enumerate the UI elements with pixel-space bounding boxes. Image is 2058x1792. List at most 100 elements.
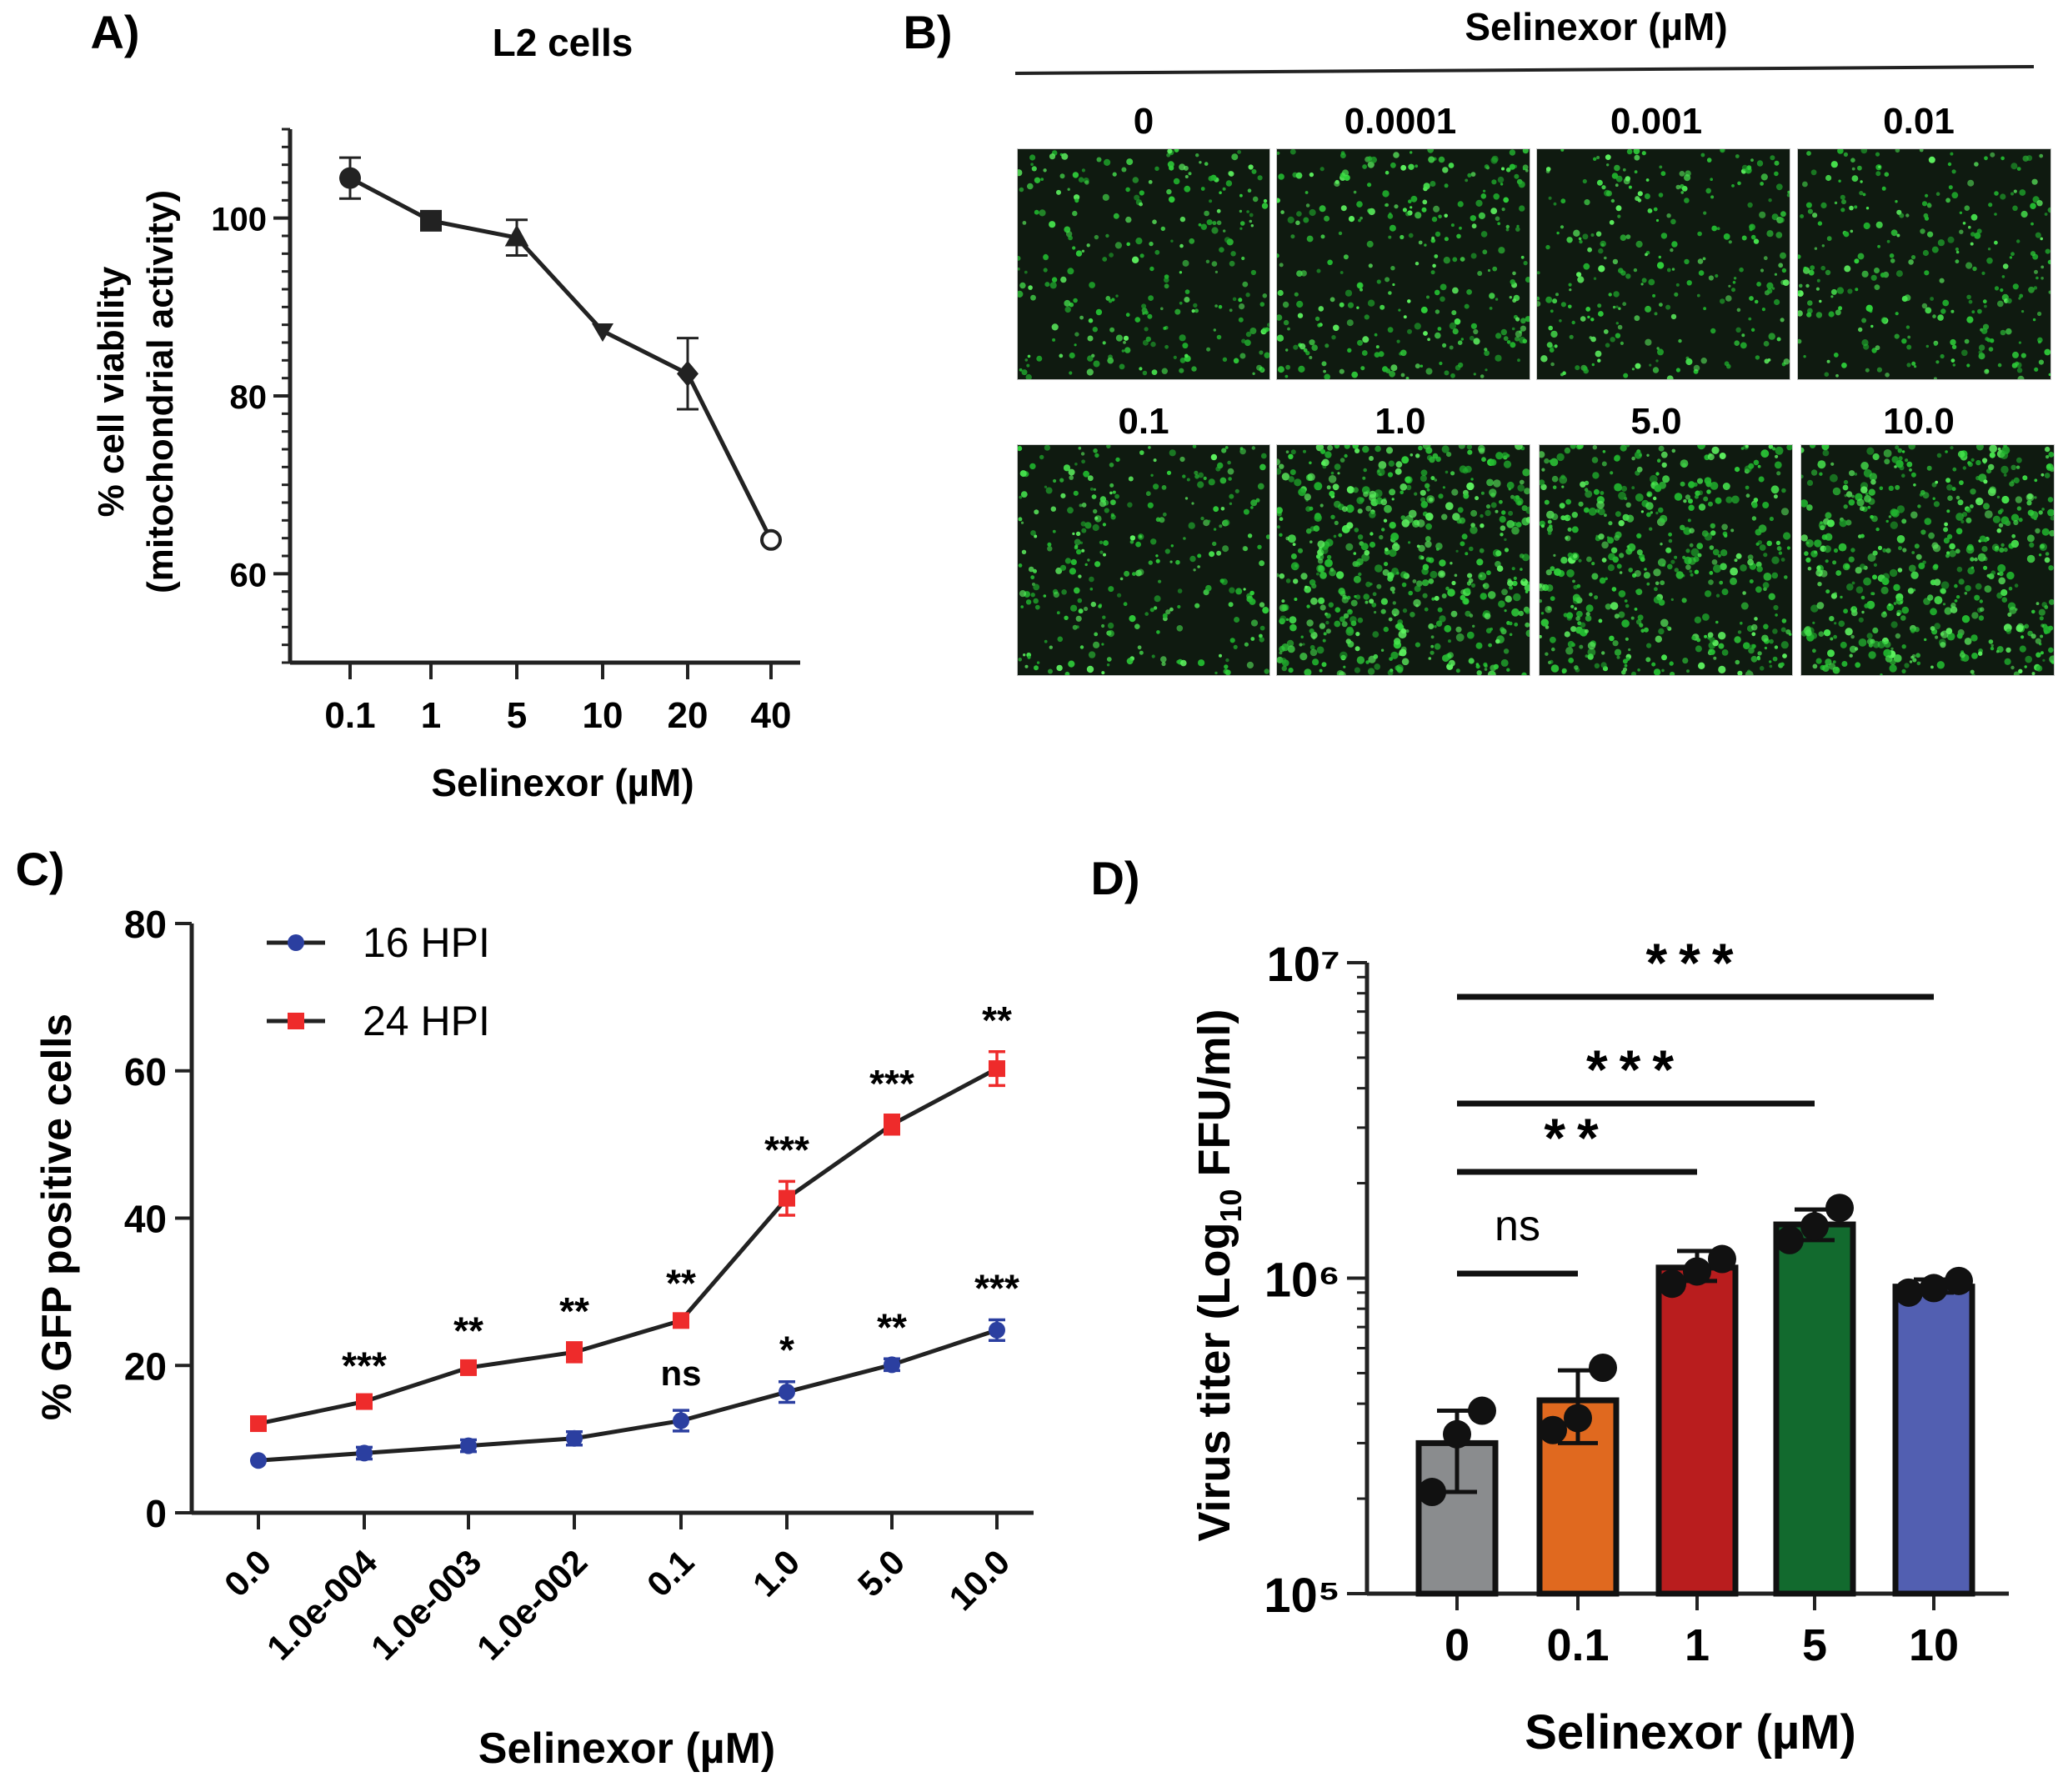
gfp-cell (1309, 506, 1314, 511)
gfp-cell (1300, 573, 1308, 580)
gfp-cell (1911, 551, 1915, 554)
gfp-cell (1434, 643, 1441, 650)
gfp-cell (1061, 589, 1067, 595)
gfp-cell (1525, 517, 1530, 523)
gfp-cell (1208, 478, 1215, 486)
gfp-cell (1824, 372, 1830, 378)
gfp-cell (1451, 488, 1459, 496)
gfp-cell (1034, 177, 1041, 183)
gfp-cell (1932, 314, 1936, 318)
gfp-cell (1492, 266, 1498, 272)
gfp-cell (1750, 328, 1755, 332)
gfp-cell (1655, 581, 1660, 586)
panel-c-data-point (356, 1444, 373, 1462)
gfp-cell (1612, 258, 1619, 265)
gfp-cell (1102, 615, 1106, 619)
gfp-cell (1554, 568, 1562, 576)
gfp-cell (1975, 459, 1981, 466)
gfp-cell (1309, 172, 1314, 178)
gfp-cell (1508, 510, 1514, 516)
gfp-cell (1450, 223, 1455, 228)
gfp-cell (1761, 308, 1765, 312)
panel-a-series-line (348, 176, 774, 541)
gfp-cell (1030, 294, 1036, 301)
gfp-cell (1147, 313, 1153, 319)
gfp-cell (1374, 663, 1380, 670)
gfp-cell (1084, 180, 1089, 185)
gfp-cell (1566, 569, 1575, 578)
gfp-cell (1681, 598, 1687, 603)
gfp-cell (1170, 544, 1174, 548)
gfp-cell (1877, 545, 1883, 550)
gfp-cell (1781, 268, 1787, 273)
gfp-cell (1289, 149, 1296, 155)
gfp-cell (2023, 625, 2026, 628)
gfp-cell (1227, 468, 1234, 475)
gfp-cell (1828, 663, 1836, 670)
gfp-cell (1388, 235, 1392, 239)
gfp-cell (1874, 284, 1880, 290)
gfp-cell (1219, 524, 1223, 528)
gfp-cell (1717, 553, 1721, 558)
gfp-cell (1359, 497, 1364, 503)
gfp-cell (1028, 566, 1034, 573)
gfp-cell (1514, 622, 1519, 627)
gfp-cell (1545, 569, 1552, 576)
gfp-cell (1489, 307, 1493, 310)
panel-a-x-tick-label: 40 (751, 695, 792, 736)
gfp-cell (1072, 532, 1075, 535)
gfp-cell (1585, 307, 1591, 312)
gfp-cell (1875, 171, 1881, 177)
gfp-cell (1769, 516, 1774, 522)
gfp-cell (1384, 203, 1388, 207)
gfp-cell (1912, 658, 1917, 663)
panel-c-significance: ** (877, 1305, 907, 1349)
gfp-cell (1619, 553, 1625, 558)
gfp-cell (1933, 501, 1940, 508)
gfp-cell (1124, 570, 1130, 577)
gfp-cell (1289, 616, 1297, 624)
gfp-cell (1634, 154, 1640, 161)
gfp-cell (1861, 339, 1869, 347)
gfp-cell (1034, 604, 1040, 610)
gfp-cell (1480, 523, 1485, 528)
gfp-cell (1869, 473, 1877, 481)
gfp-cell (1389, 224, 1396, 232)
gfp-cell (1875, 221, 1883, 228)
gfp-cell (1818, 521, 1826, 529)
gfp-cell (1450, 610, 1458, 618)
gfp-cell (1815, 312, 1823, 318)
gfp-cell (1049, 221, 1056, 228)
gfp-cell (1560, 198, 1566, 204)
gfp-cell (1649, 363, 1652, 367)
gfp-cell (1905, 213, 1910, 218)
gfp-cell (1089, 487, 1094, 491)
gfp-cell (1091, 494, 1097, 499)
gfp-cell (1074, 343, 1077, 347)
gfp-cell (1574, 607, 1577, 610)
gfp-cell (1110, 499, 1116, 505)
panel-d-replicate-point (1800, 1212, 1829, 1241)
gfp-cell (1428, 578, 1435, 584)
gfp-cell (1475, 199, 1483, 207)
gfp-cell (1500, 183, 1504, 186)
gfp-cell (1732, 281, 1736, 284)
gfp-cell (2045, 446, 2050, 453)
gfp-cell (1257, 483, 1264, 490)
gfp-cell (1783, 532, 1791, 540)
gfp-cell (1257, 175, 1263, 181)
gfp-cell (1410, 195, 1418, 203)
gfp-cell (1506, 340, 1511, 344)
gfp-cell (1525, 622, 1530, 628)
gfp-cell (1495, 509, 1499, 513)
gfp-cell (1895, 445, 1900, 450)
gfp-cell (1381, 528, 1385, 532)
gfp-cell (1566, 237, 1573, 243)
gfp-cell (1290, 562, 1299, 571)
panel-c-x-tick-label: 1.0e-003 (363, 1542, 488, 1667)
gfp-cell (1149, 266, 1154, 272)
gfp-cell (2047, 497, 2054, 503)
gfp-cell (1776, 546, 1782, 551)
gfp-cell (1283, 319, 1289, 326)
gfp-cell (2035, 665, 2043, 672)
